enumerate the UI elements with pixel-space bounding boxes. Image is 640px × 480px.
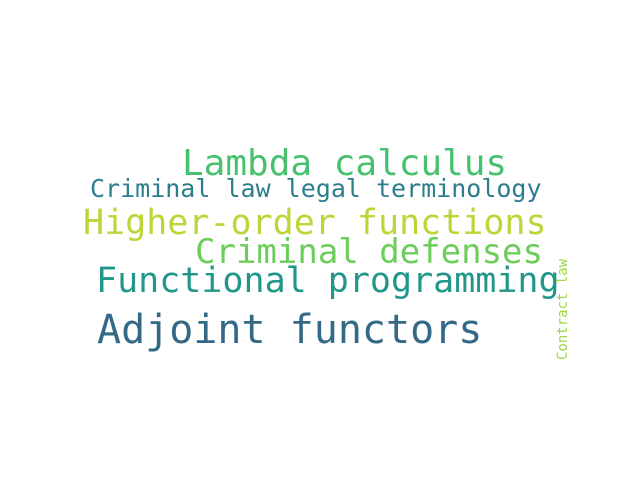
word-functional-programming: Functional programming [96, 261, 560, 301]
word-contract-law: Contract law [555, 258, 571, 360]
word-criminal-defenses: Criminal defenses [195, 232, 543, 272]
word-lambda-calculus: Lambda calculus [182, 143, 508, 184]
word-criminal-law-legal-terminology: Criminal law legal terminology [90, 174, 542, 203]
word-higher-order-functions: Higher-order functions [83, 203, 547, 243]
word-adjoint-functors: Adjoint functors [97, 307, 483, 353]
